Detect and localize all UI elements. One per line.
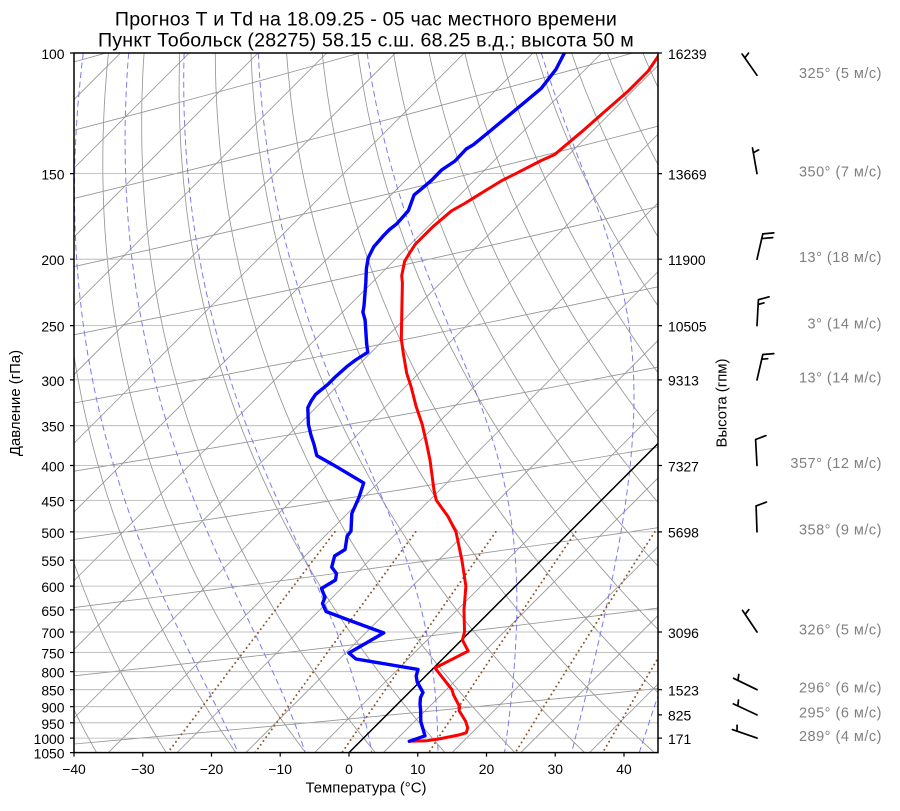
svg-text:400: 400 xyxy=(41,459,64,475)
svg-text:750: 750 xyxy=(41,646,64,662)
svg-text:−30: −30 xyxy=(131,761,155,777)
svg-text:200: 200 xyxy=(41,252,64,268)
svg-text:7327: 7327 xyxy=(668,458,699,474)
svg-text:3096: 3096 xyxy=(668,625,699,641)
svg-text:350° (7 м/с): 350° (7 м/с) xyxy=(799,164,882,180)
svg-text:650: 650 xyxy=(41,603,64,619)
svg-text:357° (12 м/с): 357° (12 м/с) xyxy=(790,456,882,472)
svg-text:40: 40 xyxy=(616,761,632,777)
svg-text:20: 20 xyxy=(479,761,495,777)
svg-text:Температура (°C): Температура (°C) xyxy=(306,781,427,797)
svg-text:800: 800 xyxy=(41,665,64,681)
svg-text:Высота (гпм): Высота (гпм) xyxy=(715,358,731,447)
svg-text:30: 30 xyxy=(547,761,563,777)
svg-text:600: 600 xyxy=(41,579,64,595)
svg-text:13° (14 м/с): 13° (14 м/с) xyxy=(799,371,882,387)
svg-text:10505: 10505 xyxy=(668,318,707,334)
svg-text:9313: 9313 xyxy=(668,373,699,389)
svg-text:500: 500 xyxy=(41,525,64,541)
svg-text:1523: 1523 xyxy=(668,683,699,699)
svg-text:5698: 5698 xyxy=(668,525,699,541)
svg-text:250: 250 xyxy=(41,319,64,335)
svg-text:1000: 1000 xyxy=(34,731,65,747)
svg-text:0: 0 xyxy=(345,761,353,777)
svg-text:358° (9 м/с): 358° (9 м/с) xyxy=(799,523,882,539)
svg-text:Прогноз Т и Td на 18.09.25 - 0: Прогноз Т и Td на 18.09.25 - 05 час мест… xyxy=(115,9,617,31)
svg-text:150: 150 xyxy=(41,167,64,183)
svg-text:13° (18 м/с): 13° (18 м/с) xyxy=(799,250,882,266)
svg-text:16239: 16239 xyxy=(668,46,707,62)
svg-text:171: 171 xyxy=(668,731,691,747)
svg-text:289° (4 м/с): 289° (4 м/с) xyxy=(799,729,882,745)
svg-text:325° (5 м/с): 325° (5 м/с) xyxy=(799,66,882,82)
svg-text:950: 950 xyxy=(41,716,64,732)
svg-text:−40: −40 xyxy=(62,761,86,777)
svg-text:900: 900 xyxy=(41,700,64,716)
svg-text:Пункт Тобольск (28275) 58.15 с: Пункт Тобольск (28275) 58.15 с.ш. 68.25 … xyxy=(98,30,634,52)
svg-text:−20: −20 xyxy=(200,761,224,777)
svg-text:850: 850 xyxy=(41,683,64,699)
svg-text:326° (5 м/с): 326° (5 м/с) xyxy=(799,623,882,639)
svg-text:−10: −10 xyxy=(268,761,292,777)
svg-text:11900: 11900 xyxy=(668,252,706,268)
svg-text:825: 825 xyxy=(668,708,691,724)
svg-text:Давление (гПа): Давление (гПа) xyxy=(8,350,24,456)
svg-text:1050: 1050 xyxy=(34,746,65,762)
svg-text:100: 100 xyxy=(41,46,64,62)
svg-text:450: 450 xyxy=(41,494,64,510)
svg-text:10: 10 xyxy=(410,761,426,777)
svg-text:3° (14 м/с): 3° (14 м/с) xyxy=(808,316,882,332)
svg-text:13669: 13669 xyxy=(668,166,707,182)
svg-text:296° (6 м/с): 296° (6 м/с) xyxy=(799,680,882,696)
svg-text:350: 350 xyxy=(41,419,64,435)
svg-text:700: 700 xyxy=(41,625,64,641)
svg-text:295° (6 м/с): 295° (6 м/с) xyxy=(799,706,882,722)
svg-text:550: 550 xyxy=(41,553,64,569)
svg-text:300: 300 xyxy=(41,373,64,389)
